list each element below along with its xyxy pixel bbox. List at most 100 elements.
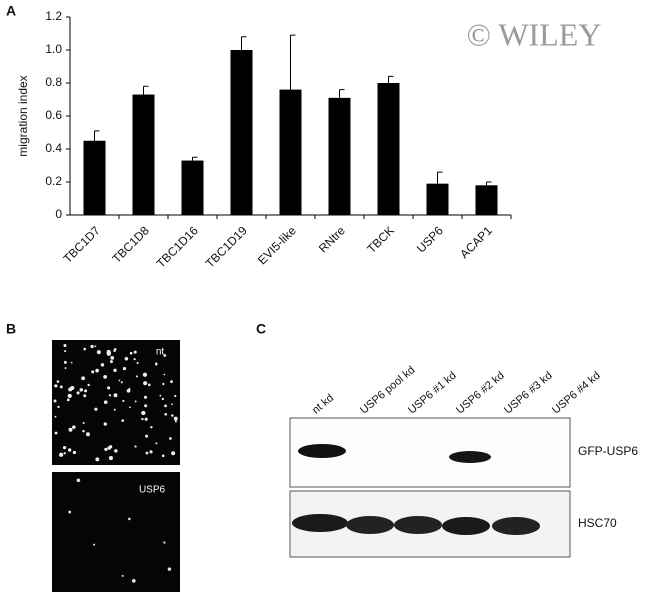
blot-band xyxy=(449,451,491,463)
cell-dot xyxy=(114,449,118,453)
error-bar xyxy=(437,171,443,184)
cell-dot xyxy=(64,367,67,370)
cell-dot xyxy=(121,574,124,577)
cell-dot xyxy=(143,381,148,386)
cell-dot xyxy=(110,355,115,360)
band-label: GFP-USP6 xyxy=(578,444,638,458)
cell-dot xyxy=(81,388,84,391)
y-tick-label: 0.6 xyxy=(45,108,62,122)
error-bar xyxy=(192,156,198,161)
x-tick-label: TBC1D8 xyxy=(109,223,152,266)
cell-dot xyxy=(81,376,86,381)
cell-dot xyxy=(104,447,108,451)
cell-dot xyxy=(170,380,173,384)
x-tick-label: TBC1D7 xyxy=(60,223,103,266)
cell-dot xyxy=(100,363,105,367)
y-tick-label: 0.2 xyxy=(45,174,62,188)
watermark: © WILEY xyxy=(467,16,602,52)
blot-band xyxy=(442,517,490,535)
cell-dot xyxy=(144,404,148,408)
cell-dot xyxy=(174,394,177,398)
lane-label: USP6 #1 kd xyxy=(406,370,459,417)
cell-dot xyxy=(162,382,165,386)
cell-dot xyxy=(57,405,60,409)
cell-dot xyxy=(128,517,131,521)
error-bar xyxy=(241,36,247,50)
cell-dot xyxy=(122,367,127,371)
panel-label: C xyxy=(256,321,266,337)
cell-dot xyxy=(164,412,168,416)
cell-dot xyxy=(155,442,158,445)
cell-dot xyxy=(113,393,118,398)
cell-dot xyxy=(163,373,166,376)
cell-dot xyxy=(135,375,139,378)
bar xyxy=(230,50,253,215)
cell-dots xyxy=(53,343,178,583)
cell-dot xyxy=(124,356,129,361)
cell-dot xyxy=(76,478,81,483)
cell-dot xyxy=(85,432,90,437)
cell-dot xyxy=(131,579,136,583)
cell-dot xyxy=(108,394,112,397)
cell-dot xyxy=(145,434,149,438)
cell-dot xyxy=(133,358,136,361)
blot-band xyxy=(298,444,346,458)
cell-dot xyxy=(63,360,67,364)
cell-dot xyxy=(103,374,108,379)
micrograph xyxy=(52,472,180,592)
cell-dot xyxy=(113,349,116,352)
cell-dot xyxy=(147,383,151,387)
cell-dot xyxy=(159,394,162,397)
cell-dot xyxy=(144,417,148,421)
cell-dot xyxy=(149,450,153,454)
cell-dot xyxy=(171,451,176,456)
cell-dot xyxy=(122,399,125,403)
cell-dot xyxy=(155,362,158,366)
cell-dot xyxy=(70,385,75,391)
panel-label: A xyxy=(6,3,16,19)
micrograph xyxy=(52,340,180,465)
cell-dot xyxy=(94,407,98,411)
cell-dot xyxy=(133,350,137,354)
bar xyxy=(83,140,106,215)
cell-dot xyxy=(82,421,85,424)
cell-dot xyxy=(108,456,113,461)
cell-dot xyxy=(106,349,111,355)
blot-band xyxy=(346,516,394,534)
bar xyxy=(279,89,302,215)
cell-dot xyxy=(67,393,72,399)
cell-dot xyxy=(163,541,166,544)
cell-dot xyxy=(83,394,87,398)
cell-dot xyxy=(143,395,148,399)
bar xyxy=(328,97,351,215)
x-tick-label: TBC1D19 xyxy=(203,223,250,270)
panel-label: B xyxy=(6,321,16,337)
cell-dot xyxy=(136,361,139,365)
cell-dot xyxy=(167,567,172,571)
cell-dot xyxy=(109,360,113,364)
error-bar xyxy=(339,89,345,98)
x-tick-label: EVI5-like xyxy=(255,223,299,267)
error-bar xyxy=(486,181,492,186)
cell-dot xyxy=(129,351,133,355)
cell-dot xyxy=(96,350,101,355)
cell-dot xyxy=(53,399,57,403)
cell-dot xyxy=(95,457,100,462)
bar xyxy=(181,160,204,215)
y-tick-label: 1.0 xyxy=(45,42,62,56)
cell-dot xyxy=(161,397,164,401)
x-tick-label: ACAP1 xyxy=(457,223,495,261)
x-tick-label: USP6 xyxy=(414,223,446,255)
cell-dot xyxy=(90,344,94,349)
cell-dot xyxy=(63,452,66,455)
cell-dot xyxy=(93,543,96,546)
error-bar xyxy=(143,85,149,95)
y-tick-label: 1.2 xyxy=(45,9,62,23)
cell-dot xyxy=(134,400,137,403)
cell-dot xyxy=(163,354,167,357)
cell-dot xyxy=(70,361,73,364)
cell-dot xyxy=(141,410,146,416)
cell-dot xyxy=(59,385,63,389)
